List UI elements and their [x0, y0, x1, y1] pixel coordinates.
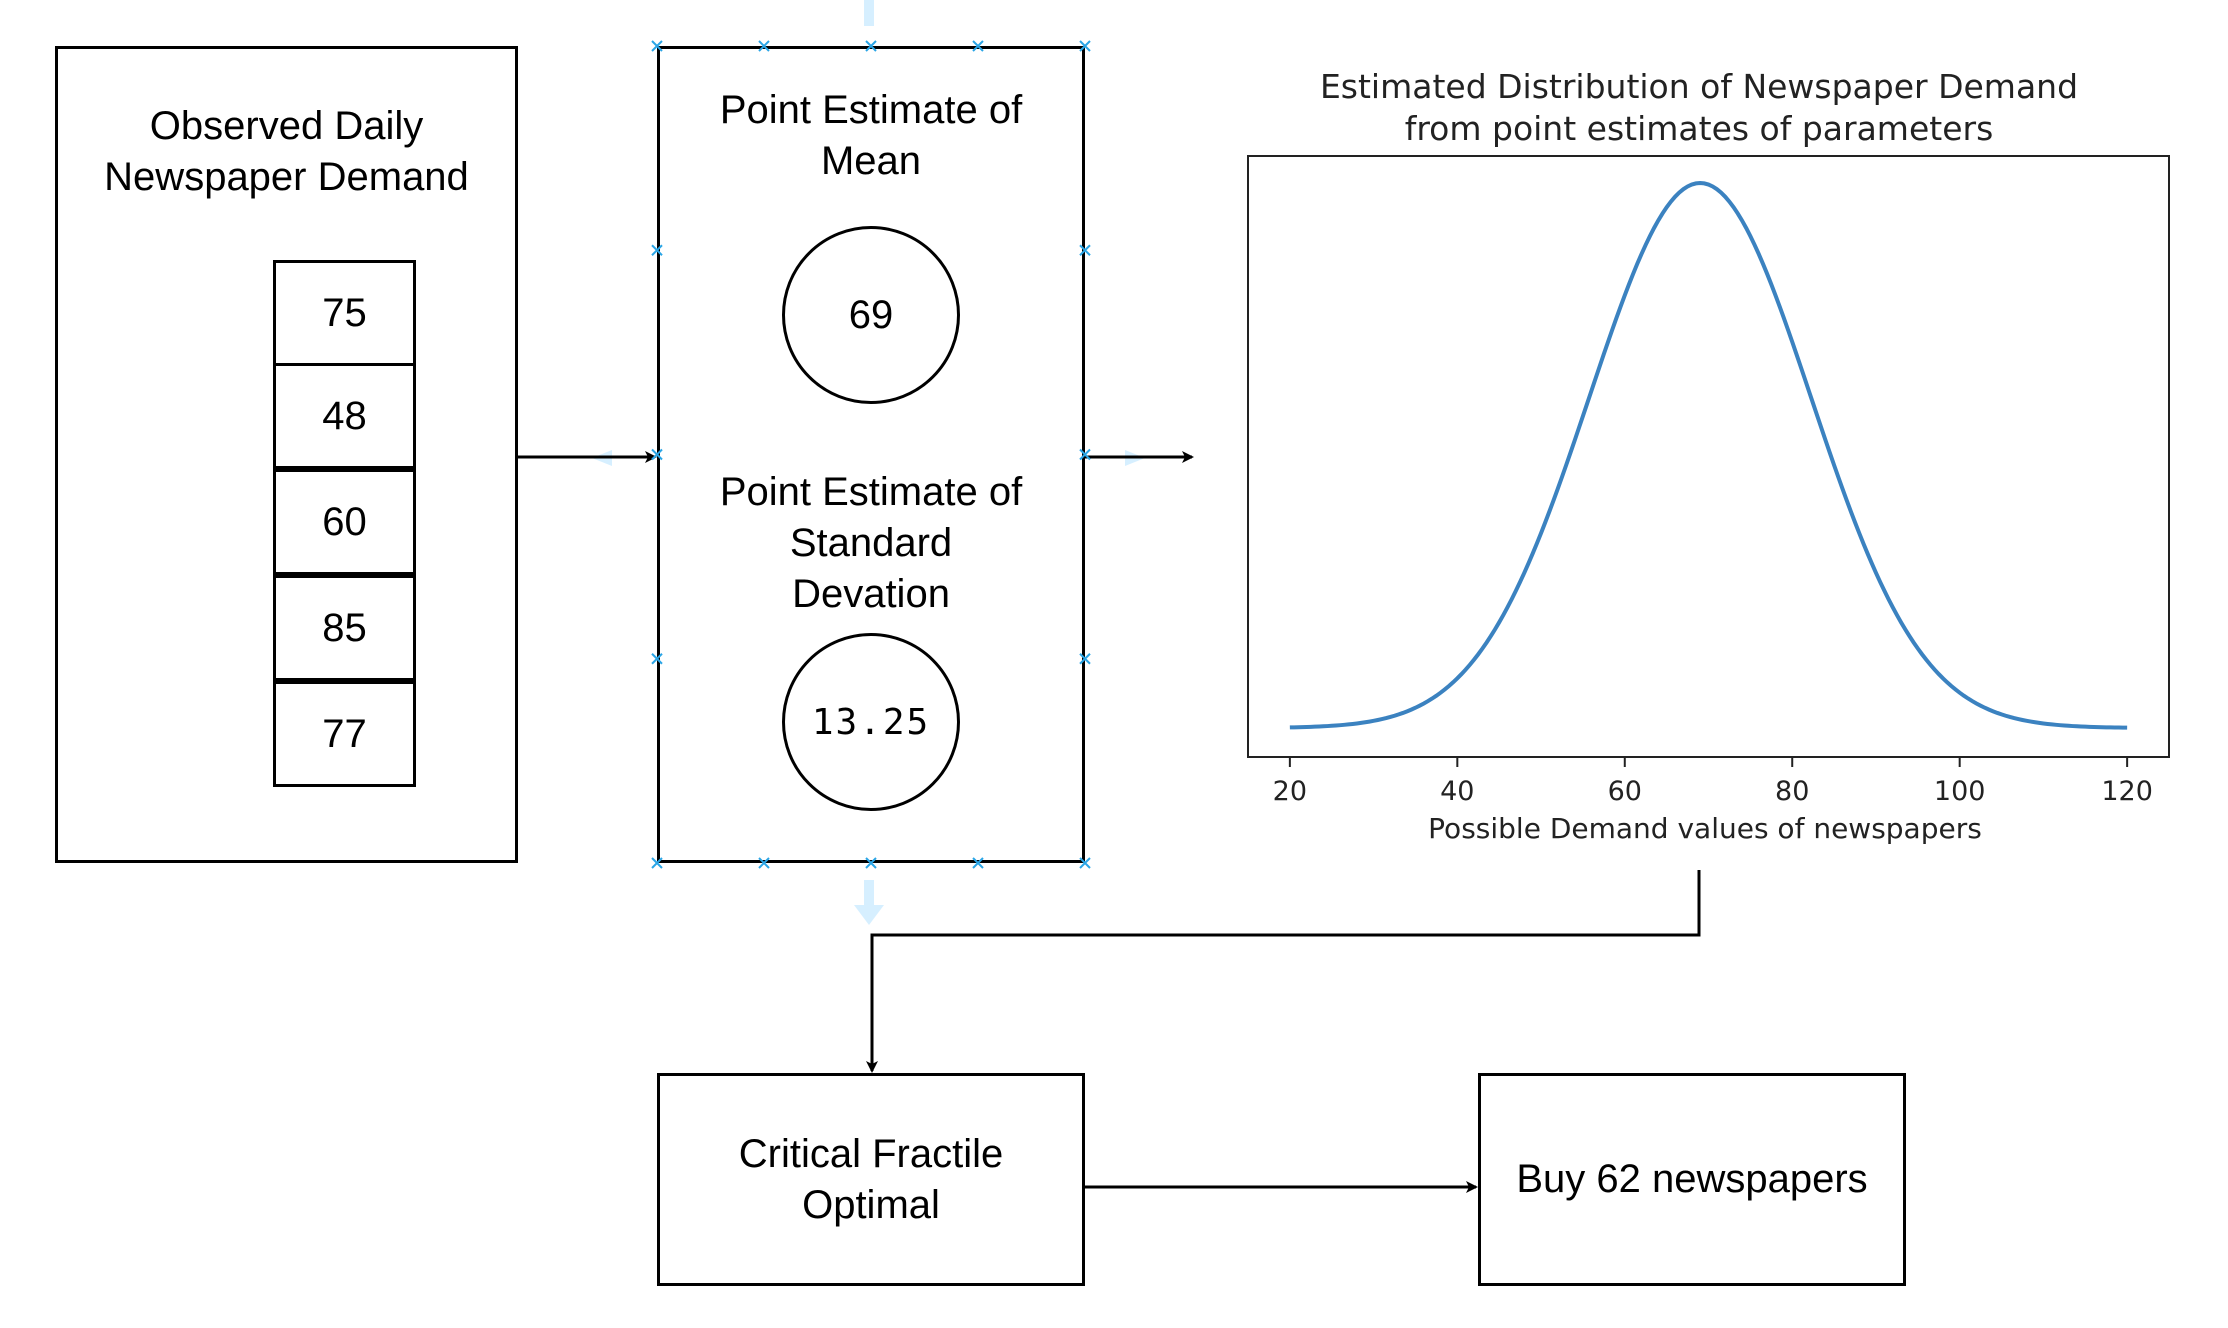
resize-handle[interactable]: [1079, 857, 1091, 869]
demand-value-cell: 75: [273, 260, 416, 366]
chart-plot-frame: [1247, 155, 2170, 758]
resize-handle[interactable]: [1079, 653, 1091, 665]
resize-handle[interactable]: [758, 857, 770, 869]
chart-x-ticks: 20 40 60 80 100 120: [1273, 757, 2153, 807]
x-tick-label: 80: [1775, 776, 1809, 807]
resize-handle[interactable]: [1079, 448, 1091, 461]
critical-line1: Critical Fractile: [738, 1131, 1004, 1176]
sd-title-line2: Standard: [789, 521, 953, 565]
resize-handle[interactable]: [1079, 40, 1091, 52]
mean-title-line1: Point Estimate of: [719, 88, 1023, 132]
observed-title-line1: Observed Daily: [149, 104, 424, 148]
x-tick-label: 60: [1608, 776, 1642, 807]
buy-newspapers-label: Buy 62 newspapers: [1516, 1157, 1868, 1201]
x-tick-label: 100: [1934, 776, 1986, 807]
resize-handle[interactable]: [651, 857, 663, 869]
critical-line2: Optimal: [802, 1182, 940, 1227]
chart-title-line1: Estimated Distribution of Newspaper Dema…: [1320, 67, 2078, 106]
resize-handle[interactable]: [651, 653, 663, 665]
demand-value-cell: 48: [273, 363, 416, 469]
sd-value-circle: 13.25: [782, 633, 960, 811]
chart-x-axis-label: Possible Demand values of newspapers: [1428, 812, 1982, 845]
sd-title-line3: Devation: [792, 572, 950, 616]
ghost-arrow-top: [864, 0, 874, 26]
chart-title-line2: from point estimates of parameters: [1405, 109, 1994, 148]
mean-title-line2: Mean: [820, 139, 922, 183]
ghost-arrows: [592, 0, 1145, 925]
resize-handle[interactable]: [1079, 244, 1091, 256]
x-tick-label: 120: [2101, 776, 2153, 807]
normal-distribution-curve: [1289, 180, 2128, 730]
mean-value-circle: 69: [782, 226, 960, 404]
observed-demand-box: Observed Daily Newspaper Demand 75 48 60…: [55, 46, 518, 863]
resize-handle[interactable]: [865, 40, 877, 52]
buy-newspapers-box: Buy 62 newspapers: [1478, 1073, 1906, 1286]
point-estimates-box[interactable]: Point Estimate of Mean 69 Point Estimate…: [657, 46, 1085, 863]
observed-demand-title: Observed Daily Newspaper Demand: [58, 101, 515, 203]
distribution-chart: Estimated Distribution of Newspaper Dema…: [1247, 67, 2170, 845]
sd-estimate-title: Point Estimate of Standard Devation: [660, 467, 1082, 620]
resize-handle[interactable]: [972, 40, 984, 52]
demand-value-cell: 77: [273, 681, 416, 787]
resize-handle[interactable]: [651, 244, 663, 256]
demand-value-cell: 85: [273, 575, 416, 681]
resize-handle[interactable]: [651, 40, 663, 52]
resize-handle[interactable]: [865, 857, 877, 869]
x-tick-label: 20: [1273, 776, 1307, 807]
resize-handle[interactable]: [972, 857, 984, 869]
x-tick-label: 40: [1440, 776, 1474, 807]
observed-title-line2: Newspaper Demand: [104, 155, 469, 199]
mean-estimate-title: Point Estimate of Mean: [660, 85, 1082, 187]
demand-value-cell: 60: [273, 469, 416, 575]
critical-fractile-box: Critical Fractile Optimal: [657, 1073, 1085, 1286]
resize-handle[interactable]: [758, 40, 770, 52]
selection-handles[interactable]: [651, 40, 1091, 869]
resize-handle[interactable]: [651, 448, 663, 461]
ghost-arrow-bottom: [854, 880, 884, 925]
sd-title-line1: Point Estimate of: [719, 470, 1023, 514]
arrow-chart-to-critical[interactable]: [866, 870, 1701, 1073]
